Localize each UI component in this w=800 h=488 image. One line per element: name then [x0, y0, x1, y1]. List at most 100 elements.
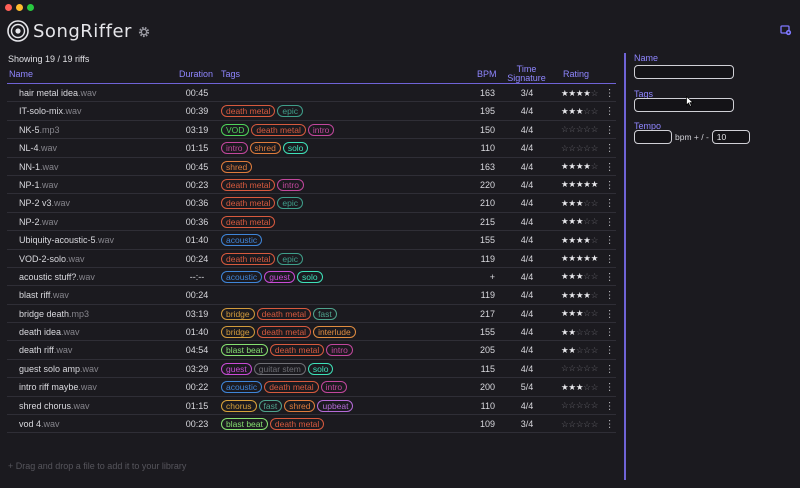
row-menu-cell[interactable]: ··· — [604, 250, 615, 268]
tag-chip[interactable]: death metal — [269, 344, 325, 357]
tag-chip[interactable]: epic — [277, 105, 304, 118]
star-filled-icon[interactable]: ★ — [568, 234, 576, 245]
minimize-window-button[interactable] — [16, 4, 23, 11]
star-empty-icon[interactable]: ☆ — [583, 142, 591, 153]
riff-name-cell[interactable]: vod 4 .wav — [19, 415, 184, 433]
riff-name-cell[interactable]: Ubiquity-acoustic-5 .wav — [19, 231, 184, 249]
star-filled-icon[interactable]: ★ — [561, 308, 569, 319]
riff-rating[interactable]: ★ ★ ☆ ☆ ☆ — [561, 323, 606, 341]
star-filled-icon[interactable]: ★ — [561, 271, 569, 282]
riff-rating[interactable]: ☆ ☆ ☆ ☆ ☆ — [561, 360, 606, 378]
more-vertical-icon[interactable]: ··· — [604, 106, 615, 117]
table-row[interactable]: vod 4 .wav 00:23 blast beat death metal 109 3/… — [7, 415, 616, 434]
table-row[interactable]: IT-solo-mix .wav 00:39 death metal epic 195 4/… — [7, 102, 616, 121]
star-empty-icon[interactable]: ☆ — [561, 363, 569, 374]
riff-name-cell[interactable]: NL-4 .wav — [19, 139, 184, 157]
column-header-time-signature[interactable]: Time Signature — [507, 64, 546, 83]
riff-rating[interactable]: ★ ★ ★ ★ ☆ — [561, 158, 606, 176]
table-row[interactable]: guest solo amp .wav 03:29 guest guitar stem s… — [7, 360, 616, 379]
star-empty-icon[interactable]: ☆ — [590, 234, 599, 245]
star-filled-icon[interactable]: ★ — [575, 308, 584, 319]
star-empty-icon[interactable]: ☆ — [568, 124, 576, 135]
more-vertical-icon[interactable]: ··· — [604, 161, 615, 172]
riff-name-cell[interactable]: guest solo amp .wav — [19, 360, 184, 378]
tag-chip[interactable]: guest — [264, 270, 295, 283]
star-filled-icon[interactable]: ★ — [561, 87, 569, 98]
row-menu-cell[interactable]: ··· — [604, 323, 615, 341]
star-empty-icon[interactable]: ☆ — [575, 142, 584, 153]
tag-chip[interactable]: death metal — [269, 418, 325, 431]
star-empty-icon[interactable]: ☆ — [583, 363, 591, 374]
name-filter-input[interactable] — [634, 65, 734, 79]
star-filled-icon[interactable]: ★ — [568, 253, 576, 264]
star-empty-icon[interactable]: ☆ — [583, 326, 591, 337]
table-row[interactable]: NP-1 .wav 00:23 death metal intro 220 4/4 ★ ★ ★ ★ ★… — [7, 176, 616, 195]
star-empty-icon[interactable]: ☆ — [568, 418, 576, 429]
star-filled-icon[interactable]: ★ — [590, 179, 599, 190]
star-filled-icon[interactable]: ★ — [568, 105, 576, 116]
star-filled-icon[interactable]: ★ — [575, 197, 584, 208]
star-empty-icon[interactable]: ☆ — [575, 344, 584, 355]
riff-name-cell[interactable]: IT-solo-mix .wav — [19, 102, 184, 120]
row-menu-cell[interactable]: ··· — [604, 397, 615, 415]
column-header-name[interactable]: Name — [9, 69, 34, 79]
tag-chip[interactable]: guitar stem — [253, 362, 306, 375]
star-empty-icon[interactable]: ☆ — [583, 381, 591, 392]
riff-name-cell[interactable]: death idea .wav — [19, 323, 184, 341]
star-filled-icon[interactable]: ★ — [583, 289, 591, 300]
tags-filter-input[interactable] — [634, 98, 734, 112]
star-empty-icon[interactable]: ☆ — [590, 197, 599, 208]
star-filled-icon[interactable]: ★ — [568, 216, 576, 227]
star-empty-icon[interactable]: ☆ — [590, 418, 599, 429]
more-vertical-icon[interactable]: ··· — [604, 143, 615, 154]
star-empty-icon[interactable]: ☆ — [590, 326, 599, 337]
star-empty-icon[interactable]: ☆ — [583, 216, 591, 227]
more-vertical-icon[interactable]: ··· — [604, 271, 615, 282]
row-menu-cell[interactable]: ··· — [604, 213, 615, 231]
tag-chip[interactable]: intro — [307, 123, 335, 136]
riff-rating[interactable]: ★ ★ ★ ☆ ☆ — [561, 305, 606, 323]
row-menu-cell[interactable]: ··· — [604, 231, 615, 249]
star-filled-icon[interactable]: ★ — [575, 161, 584, 172]
star-filled-icon[interactable]: ★ — [568, 308, 576, 319]
more-vertical-icon[interactable]: ··· — [604, 363, 615, 374]
more-vertical-icon[interactable]: ··· — [604, 179, 615, 190]
star-empty-icon[interactable]: ☆ — [583, 308, 591, 319]
star-empty-icon[interactable]: ☆ — [561, 418, 569, 429]
table-row[interactable]: death idea .wav 01:40 bridge death metal inte… — [7, 323, 616, 342]
riff-rating[interactable]: ★ ★ ★ ☆ ☆ — [561, 213, 606, 231]
row-menu-cell[interactable]: ··· — [604, 286, 615, 304]
star-empty-icon[interactable]: ☆ — [583, 271, 591, 282]
star-empty-icon[interactable]: ☆ — [583, 344, 591, 355]
table-row[interactable]: death riff .wav 04:54 blast beat death metal… — [7, 341, 616, 360]
table-row[interactable]: NK-5 .mp3 03:19 VOD death metal intro 150 4/4 ☆ ☆… — [7, 121, 616, 140]
row-menu-cell[interactable]: ··· — [604, 194, 615, 212]
tag-chip[interactable]: death metal — [221, 178, 276, 191]
more-vertical-icon[interactable]: ··· — [604, 216, 615, 227]
tag-chip[interactable]: intro — [277, 178, 304, 191]
star-filled-icon[interactable]: ★ — [575, 271, 584, 282]
riff-rating[interactable]: ★ ★ ★ ★ ☆ — [561, 286, 606, 304]
riff-name-cell[interactable]: NK-5 .mp3 — [19, 121, 184, 139]
star-filled-icon[interactable]: ★ — [561, 179, 569, 190]
star-filled-icon[interactable]: ★ — [575, 234, 584, 245]
more-vertical-icon[interactable]: ··· — [604, 235, 615, 246]
table-row[interactable]: NP-2 v3 .wav 00:36 death metal epic 210 4/4 ★ ★ ★… — [7, 194, 616, 213]
star-filled-icon[interactable]: ★ — [568, 87, 576, 98]
star-filled-icon[interactable]: ★ — [583, 179, 591, 190]
tag-chip[interactable]: solo — [296, 270, 323, 283]
tempo-bpm-input[interactable] — [634, 130, 672, 144]
star-filled-icon[interactable]: ★ — [568, 197, 576, 208]
tag-chip[interactable]: solo — [282, 142, 309, 155]
star-filled-icon[interactable]: ★ — [561, 161, 569, 172]
tag-chip[interactable]: epic — [277, 197, 304, 210]
riff-rating[interactable]: ★ ★ ★ ☆ ☆ — [561, 378, 606, 396]
star-filled-icon[interactable]: ★ — [583, 161, 591, 172]
more-vertical-icon[interactable]: ··· — [604, 345, 615, 356]
more-vertical-icon[interactable]: ··· — [604, 253, 615, 264]
riff-rating[interactable]: ★ ★ ★ ☆ ☆ — [561, 102, 606, 120]
row-menu-cell[interactable]: ··· — [604, 305, 615, 323]
star-filled-icon[interactable]: ★ — [568, 289, 576, 300]
riff-rating[interactable]: ★ ★ ★ ★ ★ — [561, 176, 606, 194]
tag-chip[interactable]: intro — [326, 344, 353, 357]
